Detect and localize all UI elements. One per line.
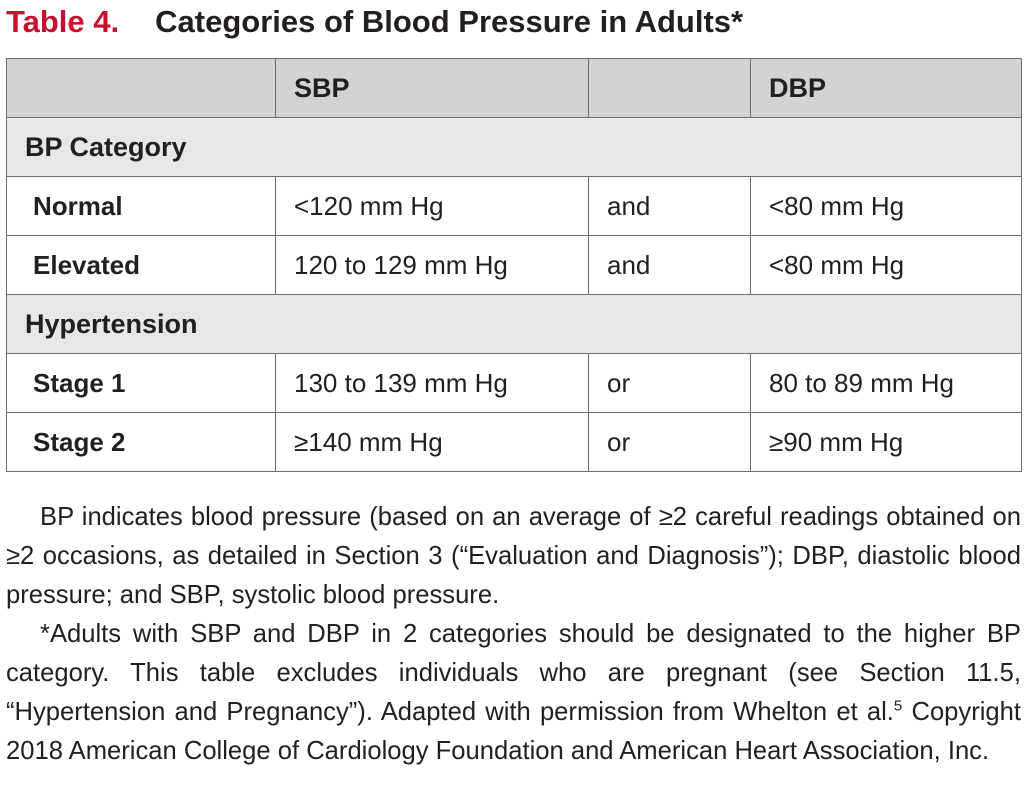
sbp-cell: <120 mm Hg (275, 176, 589, 236)
dbp-cell: ≥90 mm Hg (750, 412, 1022, 472)
table-row: Stage 2 ≥140 mm Hg or ≥90 mm Hg (6, 412, 1022, 472)
section-label-bp-category: BP Category (6, 117, 1022, 177)
dbp-cell: <80 mm Hg (750, 176, 1022, 236)
dbp-cell: 80 to 89 mm Hg (750, 353, 1022, 413)
table-row: Stage 1 130 to 139 mm Hg or 80 to 89 mm … (6, 353, 1022, 413)
table-row: Elevated 120 to 129 mm Hg and <80 mm Hg (6, 235, 1022, 295)
sbp-cell: ≥140 mm Hg (275, 412, 589, 472)
header-cell-empty (6, 58, 276, 118)
abbreviations-note: BP indicates blood pressure (based on an… (6, 503, 1021, 609)
category-cell: Elevated (6, 235, 276, 295)
table-row: Normal <120 mm Hg and <80 mm Hg (6, 176, 1022, 236)
section-label-hypertension: Hypertension (6, 294, 1022, 354)
category-cell: Stage 1 (6, 353, 276, 413)
header-cell-conjunction (588, 58, 751, 118)
table-title: Categories of Blood Pressure in Adults* (155, 4, 744, 39)
section-row: BP Category (6, 117, 1022, 177)
asterisk-note: *Adults with SBP and DBP in 2 categories… (6, 615, 1021, 771)
table-footnotes: BP indicates blood pressure (based on an… (6, 498, 1021, 771)
conjunction-cell: or (588, 412, 751, 472)
category-cell: Normal (6, 176, 276, 236)
asterisk-note-text: *Adults with SBP and DBP in 2 categories… (6, 620, 1021, 726)
sbp-cell: 120 to 129 mm Hg (275, 235, 589, 295)
reference-superscript: 5 (893, 697, 903, 715)
conjunction-cell: and (588, 235, 751, 295)
category-cell: Stage 2 (6, 412, 276, 472)
copyright-text: Copyright 2018 American College of Cardi… (6, 698, 1021, 765)
section-row: Hypertension (6, 294, 1022, 354)
table-caption: Table 4. Categories of Blood Pressure in… (6, 2, 743, 42)
header-row: SBP DBP (6, 58, 1022, 118)
header-cell-sbp: SBP (275, 58, 589, 118)
conjunction-cell: or (588, 353, 751, 413)
conjunction-cell: and (588, 176, 751, 236)
bp-categories-table: SBP DBP BP Category Normal <120 mm Hg an… (6, 58, 1022, 472)
sbp-cell: 130 to 139 mm Hg (275, 353, 589, 413)
table-number: Table 4. (6, 4, 120, 39)
dbp-cell: <80 mm Hg (750, 235, 1022, 295)
header-cell-dbp: DBP (750, 58, 1022, 118)
